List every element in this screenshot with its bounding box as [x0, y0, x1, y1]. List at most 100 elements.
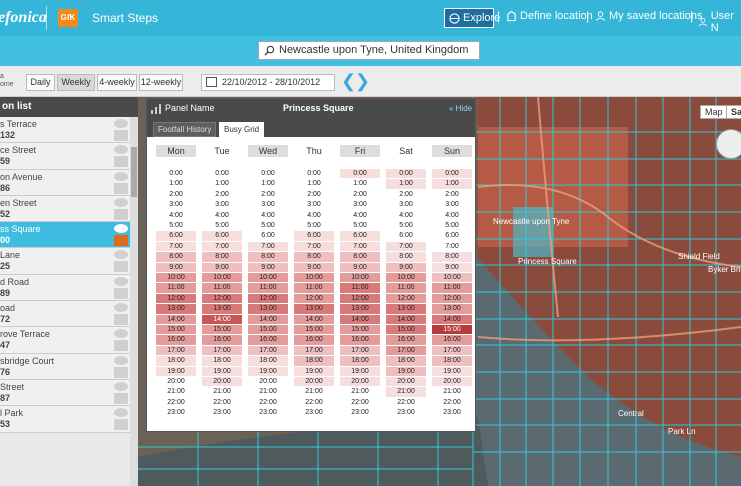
grid-cell: 3:00 — [432, 200, 472, 210]
grid-cell: 0:00 — [248, 169, 288, 179]
grid-cell: 15:00 — [386, 325, 426, 335]
grid-cell: 11:00 — [340, 283, 380, 293]
eye-icon[interactable] — [114, 355, 128, 365]
grid-cell: 12:00 — [432, 293, 472, 304]
grid-cell: 5:00 — [202, 221, 242, 231]
eye-icon[interactable] — [114, 303, 128, 313]
list-item[interactable]: rove Terrace 47 — [0, 327, 138, 354]
bar-chart-icon[interactable] — [114, 287, 128, 299]
prev-week-arrow[interactable]: ❮ — [341, 71, 357, 91]
sidebar-scrollbar[interactable] — [130, 117, 138, 486]
next-week-arrow[interactable]: ❯ — [355, 71, 371, 91]
list-item[interactable]: s Terrace 132 — [0, 117, 138, 144]
explore-button[interactable]: Explore — [444, 8, 500, 28]
grid-cell: 15:00 — [156, 325, 196, 335]
eye-icon[interactable] — [114, 197, 128, 207]
list-item[interactable]: sbridge Court 76 — [0, 353, 138, 380]
eye-icon[interactable] — [114, 276, 128, 286]
scroll-thumb[interactable] — [131, 147, 137, 197]
user-menu[interactable]: User N — [698, 10, 741, 34]
bar-chart-icon[interactable] — [114, 392, 128, 404]
grid-cell: 9:00 — [248, 262, 288, 272]
grid-cell: 0:00 — [294, 169, 334, 179]
grid-cell: 8:00 — [340, 252, 380, 262]
grid-cell: 5:00 — [432, 221, 472, 231]
grid-cell: 21:00 — [432, 387, 472, 397]
saved-locations-link[interactable]: My saved locations — [595, 10, 703, 22]
eye-icon[interactable] — [114, 408, 128, 418]
twelve-weekly-button[interactable]: 12-weekly — [139, 74, 183, 91]
grid-cell: 18:00 — [432, 356, 472, 366]
list-item[interactable]: oad 72 — [0, 301, 138, 328]
weekly-button[interactable]: Weekly — [57, 74, 95, 91]
map-type-button[interactable]: Map — [700, 105, 728, 119]
map-label: Park Ln — [668, 427, 696, 436]
pan-control[interactable] — [716, 129, 741, 159]
bar-chart-icon[interactable] — [114, 235, 128, 247]
four-weekly-button[interactable]: 4-weekly — [97, 74, 137, 91]
define-location-link[interactable]: Define location — [506, 10, 593, 22]
bar-chart-icon[interactable] — [114, 340, 128, 352]
grid-cell: 8:00 — [386, 252, 426, 262]
list-item[interactable]: en Street 52 — [0, 195, 138, 223]
grid-cell: 7:00 — [294, 241, 334, 252]
grid-cell: 18:00 — [386, 356, 426, 366]
search-input[interactable]: Newcastle upon Tyne, United Kingdom — [258, 41, 480, 60]
grid-cell: 9:00 — [386, 262, 426, 272]
app-title: Smart Steps — [92, 11, 159, 25]
grid-cell: 0:00 — [432, 169, 472, 179]
bar-chart-icon[interactable] — [114, 261, 128, 273]
list-item[interactable]: d Road 89 — [0, 274, 138, 302]
satellite-type-button[interactable]: Sat — [726, 105, 741, 119]
list-item[interactable]: ce Street 59 — [0, 143, 138, 170]
grid-cell: 4:00 — [294, 210, 334, 220]
bar-chart-icon[interactable] — [114, 182, 128, 194]
grid-cell: 0:00 — [202, 169, 242, 179]
bar-chart-icon[interactable] — [114, 419, 128, 431]
list-item[interactable]: ss Square 00 — [0, 222, 138, 249]
bar-chart-icon[interactable] — [114, 156, 128, 168]
globe-icon — [449, 13, 460, 24]
grid-cell: 2:00 — [432, 189, 472, 200]
eye-icon[interactable] — [114, 224, 128, 234]
eye-icon[interactable] — [114, 329, 128, 339]
tab-footfall-history[interactable]: Footfall History — [153, 122, 217, 137]
grid-cell: 4:00 — [156, 210, 196, 220]
date-range-picker[interactable]: 22/10/2012 - 28/10/2012 — [201, 74, 335, 91]
grid-cell: 12:00 — [156, 293, 196, 304]
bar-chart-icon[interactable] — [114, 130, 128, 141]
eye-icon[interactable] — [114, 145, 128, 155]
grid-cell: 21:00 — [294, 387, 334, 397]
eye-icon[interactable] — [114, 381, 128, 391]
grid-cell: 15:00 — [340, 325, 380, 335]
bar-chart-icon[interactable] — [114, 208, 128, 220]
grid-cell: 0:00 — [156, 169, 196, 179]
daily-button[interactable]: Daily — [26, 74, 55, 91]
grid-cell: 18:00 — [202, 356, 242, 366]
grid-cell: 15:00 — [294, 325, 334, 335]
grid-cell: 23:00 — [340, 408, 380, 418]
tab-busy-grid[interactable]: Busy Grid — [219, 122, 265, 137]
grid-cell: 1:00 — [294, 179, 334, 189]
hide-panel-link[interactable]: « Hide — [449, 104, 473, 113]
list-item[interactable]: Lane 25 — [0, 248, 138, 275]
bar-chart-icon[interactable] — [114, 314, 128, 326]
list-item[interactable]: l Park 53 — [0, 406, 138, 433]
grid-cell: 10:00 — [432, 273, 472, 283]
grid-cell: 18:00 — [340, 356, 380, 366]
grid-cell: 2:00 — [340, 189, 380, 200]
eye-icon[interactable] — [114, 171, 128, 181]
grid-cell: 8:00 — [156, 252, 196, 262]
location-name: rove Terrace — [0, 329, 50, 340]
location-name: en Street — [0, 197, 37, 208]
grid-cell: 21:00 — [340, 387, 380, 397]
list-item[interactable]: Street 87 — [0, 379, 138, 407]
list-item[interactable]: on Avenue 86 — [0, 169, 138, 196]
grid-cell: 5:00 — [156, 221, 196, 231]
bar-chart-icon[interactable] — [114, 366, 128, 378]
day-header: Thu — [306, 146, 322, 156]
grid-cell: 7:00 — [386, 241, 426, 252]
eye-icon[interactable] — [114, 250, 128, 260]
eye-icon[interactable] — [114, 119, 128, 128]
grid-cell: 16:00 — [202, 335, 242, 345]
